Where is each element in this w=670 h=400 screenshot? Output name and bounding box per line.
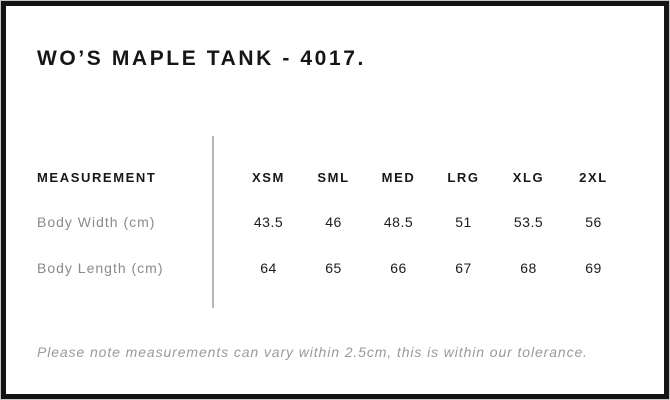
- body-length-xlg: 68: [520, 260, 537, 276]
- column-header-lrg: LRG: [447, 170, 480, 185]
- body-width-2xl: 56: [585, 214, 602, 230]
- body-length-2xl: 69: [585, 260, 602, 276]
- column-header-2xl: 2XL: [579, 170, 608, 185]
- table-vertical-divider: [212, 136, 214, 308]
- column-header-xlg: XLG: [512, 170, 545, 185]
- body-width-xsm: 43.5: [253, 214, 284, 230]
- body-length-lrg: 67: [455, 260, 472, 276]
- row-label-body-length: Body Length (cm): [37, 260, 164, 276]
- body-length-med: 66: [390, 260, 407, 276]
- table-header-row: MEASUREMENT XSM SML MED LRG XLG 2XL: [1, 170, 669, 186]
- column-header-measurement: MEASUREMENT: [37, 170, 157, 185]
- column-header-med: MED: [381, 170, 416, 185]
- body-length-sml: 65: [325, 260, 342, 276]
- body-width-xlg: 53.5: [513, 214, 544, 230]
- body-width-lrg: 51: [455, 214, 472, 230]
- product-title: WO’S MAPLE TANK - 4017.: [37, 47, 366, 70]
- body-width-sml: 46: [325, 214, 342, 230]
- table-row-body-length: Body Length (cm) 64 65 66 67 68 69: [1, 260, 669, 276]
- column-header-sml: SML: [317, 170, 350, 185]
- column-header-xsm: XSM: [252, 170, 285, 185]
- row-label-body-width: Body Width (cm): [37, 214, 156, 230]
- tolerance-note: Please note measurements can vary within…: [37, 344, 588, 360]
- body-width-med: 48.5: [383, 214, 414, 230]
- table-row-body-width: Body Width (cm) 43.5 46 48.5 51 53.5 56: [1, 214, 669, 230]
- body-length-xsm: 64: [260, 260, 277, 276]
